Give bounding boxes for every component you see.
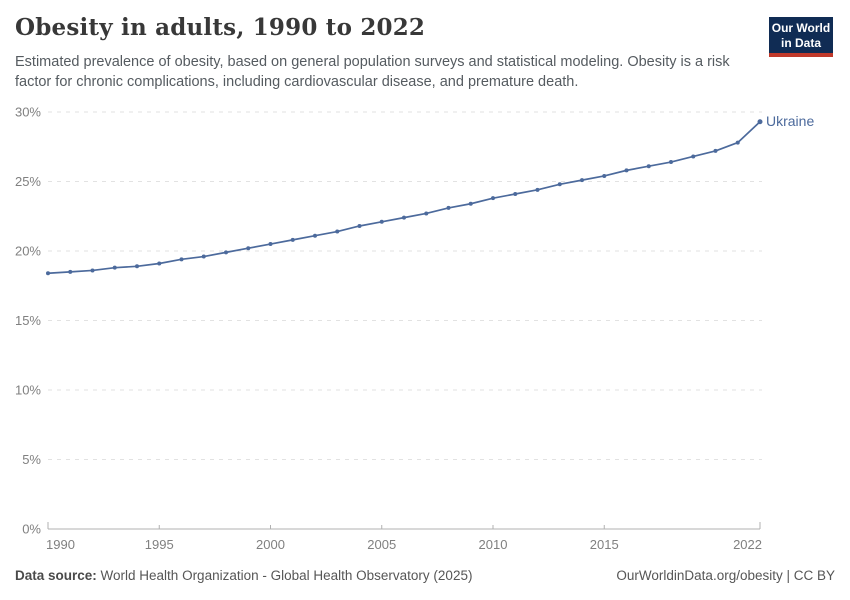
x-tick-label: 2005 — [367, 537, 396, 552]
chart-subtitle: Estimated prevalence of obesity, based o… — [15, 54, 730, 90]
data-source-note: Data source: World Health Organization -… — [15, 568, 472, 583]
data-point[interactable] — [468, 201, 473, 206]
data-point[interactable] — [68, 269, 73, 274]
data-source-text: World Health Organization - Global Healt… — [96, 568, 473, 583]
data-point[interactable] — [268, 242, 273, 247]
data-point[interactable] — [402, 215, 406, 220]
data-point[interactable] — [535, 187, 540, 192]
owid-logo-box: Our World in Data — [769, 17, 833, 54]
owid-logo-line1: Our World — [771, 21, 831, 35]
owid-logo-line2: in Data — [780, 35, 821, 50]
data-point[interactable] — [557, 182, 562, 187]
data-point[interactable] — [224, 250, 228, 255]
data-point[interactable] — [335, 229, 340, 234]
data-point[interactable] — [669, 160, 673, 165]
data-point[interactable] — [290, 237, 295, 242]
data-point[interactable] — [513, 192, 518, 197]
data-point[interactable] — [157, 261, 162, 266]
data-point[interactable] — [201, 254, 206, 259]
data-point[interactable] — [424, 211, 429, 216]
x-tick-label: 1990 — [46, 537, 75, 552]
data-point[interactable] — [580, 178, 584, 183]
data-point[interactable] — [491, 196, 495, 201]
data-point[interactable] — [735, 140, 740, 145]
data-point[interactable] — [691, 154, 696, 159]
x-tick-label: 2015 — [590, 537, 619, 552]
y-tick-label: 30% — [15, 105, 41, 120]
data-point[interactable] — [90, 268, 95, 273]
data-point[interactable] — [602, 173, 607, 178]
data-point[interactable] — [624, 168, 629, 173]
x-tick-label: 1995 — [145, 537, 174, 552]
data-point[interactable] — [357, 223, 362, 228]
data-point[interactable] — [135, 264, 139, 269]
owid-logo-red-bar — [769, 53, 833, 58]
x-tick-label: 2000 — [256, 537, 285, 552]
y-tick-label: 5% — [22, 452, 41, 467]
x-tick-label: 2010 — [479, 537, 508, 552]
y-tick-label: 20% — [15, 244, 41, 259]
data-point[interactable] — [46, 271, 50, 276]
data-point[interactable] — [379, 219, 384, 224]
chart-title: Obesity in adults, 1990 to 2022 — [15, 14, 426, 41]
data-source-label: Data source: — [15, 568, 97, 583]
data-point[interactable] — [713, 148, 718, 153]
data-point[interactable] — [446, 205, 451, 210]
data-point[interactable] — [179, 257, 184, 262]
chart-footer: Data source: World Health Organization -… — [15, 568, 835, 583]
y-tick-label: 25% — [15, 174, 41, 189]
series-entity-label[interactable]: Ukraine — [766, 112, 815, 129]
license-note: OurWorldinData.org/obesity | CC BY — [616, 568, 835, 583]
y-tick-label: 10% — [15, 383, 41, 398]
y-tick-label: 0% — [22, 522, 41, 537]
owid-logo[interactable]: Our World in Data — [769, 17, 833, 58]
data-point[interactable] — [112, 265, 117, 270]
data-point[interactable] — [313, 233, 317, 238]
data-point[interactable] — [757, 119, 763, 125]
data-point[interactable] — [246, 246, 251, 251]
data-point[interactable] — [646, 164, 651, 169]
x-tick-label: 2022 — [733, 537, 762, 552]
y-tick-label: 15% — [15, 313, 41, 328]
